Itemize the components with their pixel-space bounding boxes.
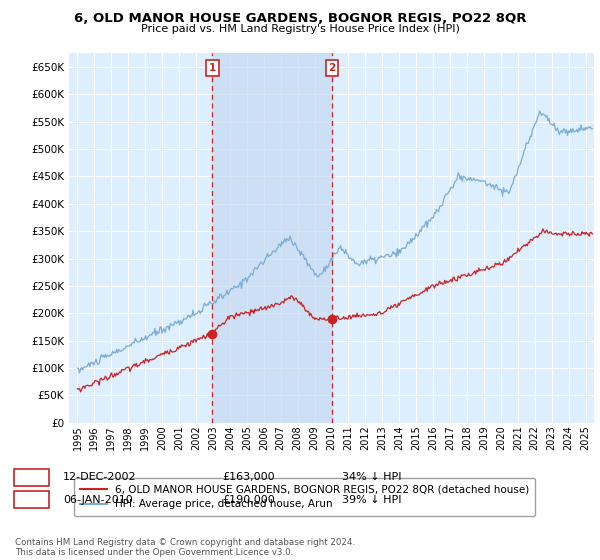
Text: 6, OLD MANOR HOUSE GARDENS, BOGNOR REGIS, PO22 8QR: 6, OLD MANOR HOUSE GARDENS, BOGNOR REGIS… — [74, 12, 526, 25]
Text: 2: 2 — [329, 63, 336, 73]
Text: Price paid vs. HM Land Registry's House Price Index (HPI): Price paid vs. HM Land Registry's House … — [140, 24, 460, 34]
Text: 39% ↓ HPI: 39% ↓ HPI — [342, 494, 401, 505]
Text: 06-JAN-2010: 06-JAN-2010 — [63, 494, 133, 505]
Legend: 6, OLD MANOR HOUSE GARDENS, BOGNOR REGIS, PO22 8QR (detached house), HPI: Averag: 6, OLD MANOR HOUSE GARDENS, BOGNOR REGIS… — [74, 478, 535, 516]
Bar — [212, 53, 332, 423]
Text: £190,000: £190,000 — [222, 494, 275, 505]
Text: 1: 1 — [29, 472, 37, 482]
Text: Contains HM Land Registry data © Crown copyright and database right 2024.
This d: Contains HM Land Registry data © Crown c… — [15, 538, 355, 557]
Text: 12-DEC-2002: 12-DEC-2002 — [63, 472, 137, 482]
Text: 1: 1 — [209, 63, 216, 73]
Text: 2: 2 — [29, 494, 37, 505]
Text: 34% ↓ HPI: 34% ↓ HPI — [342, 472, 401, 482]
Text: £163,000: £163,000 — [222, 472, 275, 482]
